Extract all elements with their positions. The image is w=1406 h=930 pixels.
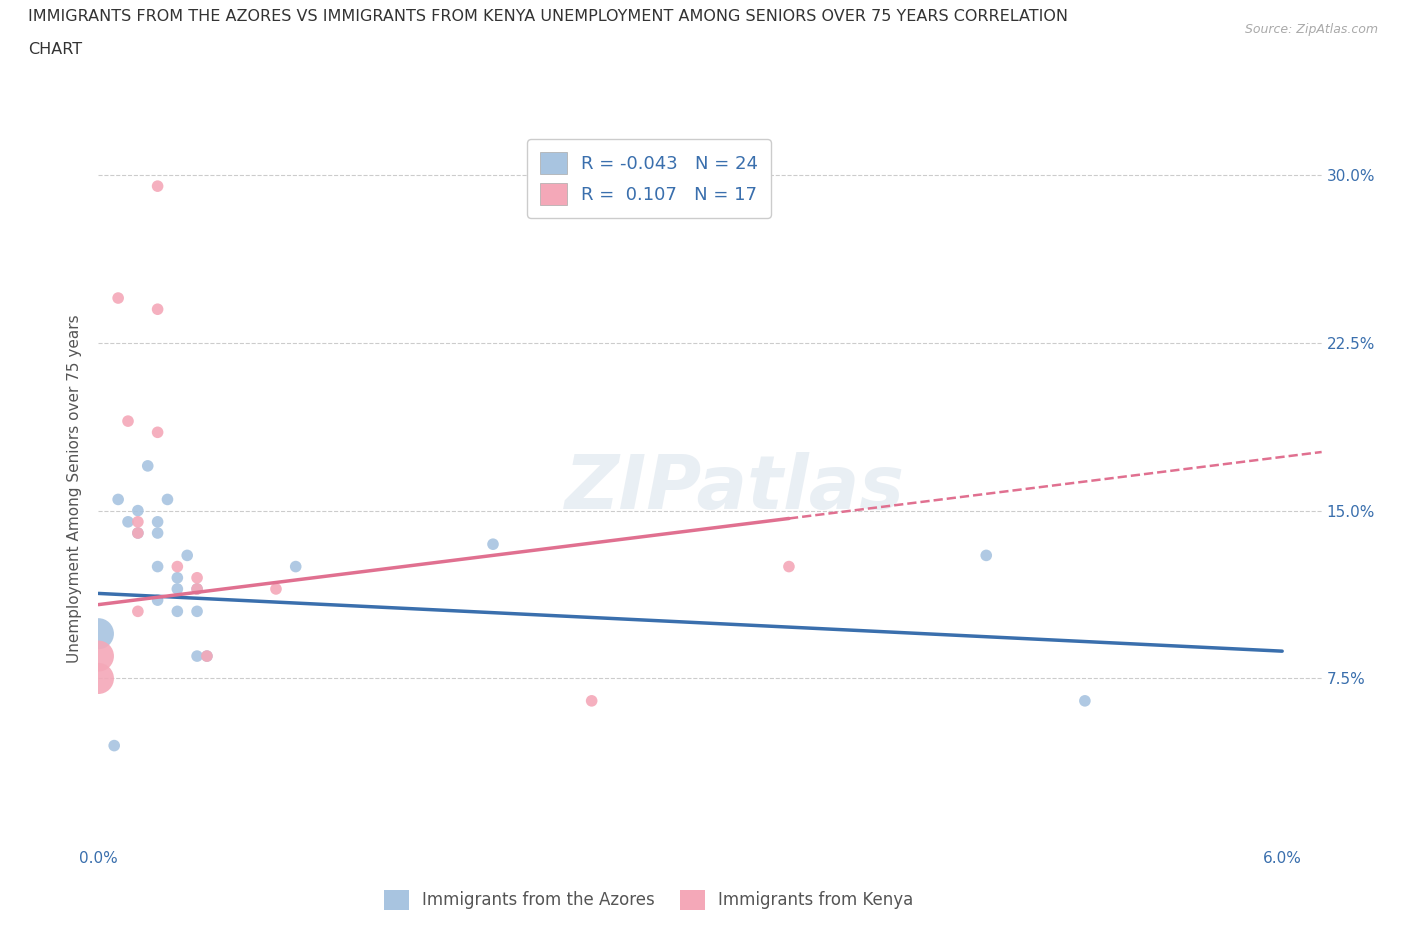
Point	[581, 694, 603, 709]
Point	[103, 738, 125, 753]
Point	[146, 179, 169, 193]
Point	[778, 559, 800, 574]
Point	[186, 570, 208, 585]
Point	[146, 514, 169, 529]
Point	[482, 537, 505, 551]
Point	[146, 559, 169, 574]
Legend: Immigrants from the Azores, Immigrants from Kenya: Immigrants from the Azores, Immigrants f…	[377, 884, 921, 917]
Point	[127, 604, 149, 618]
Text: ZIPatlas: ZIPatlas	[564, 452, 904, 525]
Text: CHART: CHART	[28, 42, 82, 57]
Text: IMMIGRANTS FROM THE AZORES VS IMMIGRANTS FROM KENYA UNEMPLOYMENT AMONG SENIORS O: IMMIGRANTS FROM THE AZORES VS IMMIGRANTS…	[28, 9, 1069, 24]
Point	[186, 604, 208, 618]
Point	[1074, 694, 1097, 709]
Point	[176, 548, 198, 563]
Point	[107, 492, 129, 507]
Point	[127, 503, 149, 518]
Point	[146, 302, 169, 317]
Point	[146, 525, 169, 540]
Point	[156, 492, 179, 507]
Point	[107, 290, 129, 305]
Point	[264, 581, 287, 596]
Point	[166, 570, 188, 585]
Point	[117, 414, 139, 429]
Text: Source: ZipAtlas.com: Source: ZipAtlas.com	[1244, 23, 1378, 36]
Point	[146, 425, 169, 440]
Point	[166, 559, 188, 574]
Point	[186, 648, 208, 663]
Point	[136, 458, 159, 473]
Point	[284, 559, 307, 574]
Point	[127, 525, 149, 540]
Point	[127, 525, 149, 540]
Point	[87, 626, 110, 641]
Point	[166, 604, 188, 618]
Point	[974, 548, 997, 563]
Point	[127, 514, 149, 529]
Y-axis label: Unemployment Among Seniors over 75 years: Unemployment Among Seniors over 75 years	[67, 314, 83, 662]
Point	[87, 648, 110, 663]
Point	[166, 581, 188, 596]
Point	[195, 648, 218, 663]
Point	[186, 581, 208, 596]
Point	[117, 514, 139, 529]
Point	[87, 671, 110, 686]
Point	[186, 581, 208, 596]
Point	[195, 648, 218, 663]
Point	[146, 592, 169, 607]
